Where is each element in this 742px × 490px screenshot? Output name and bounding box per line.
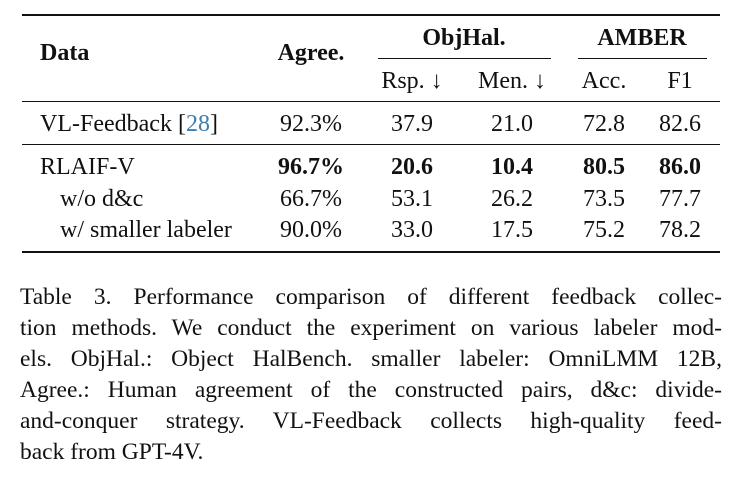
amber-group-rule — [578, 58, 707, 59]
caption-line: Agree.: Human agreement of the construct… — [20, 377, 722, 403]
caption-line: and-conquer strategy. VL-Feedback collec… — [20, 408, 722, 434]
cell-acc: 73.5 — [583, 186, 625, 212]
header-rule — [22, 101, 720, 102]
caption-line: back from GPT-4V. — [20, 439, 204, 465]
cell-acc: 80.5 — [583, 154, 625, 180]
row-name-smaller-labeler: w/ smaller labeler — [60, 217, 232, 243]
cell-men: 26.2 — [491, 186, 533, 212]
mid-rule — [22, 144, 720, 145]
cell-agree: 92.3% — [280, 111, 342, 137]
cell-men: 21.0 — [491, 111, 533, 137]
row-name-wo-dc: w/o d&c — [60, 186, 144, 212]
row-name-rlaif-v: RLAIF-V — [40, 154, 135, 180]
caption-line: Table 3. Performance comparison of diffe… — [20, 284, 722, 310]
caption-line: tion methods. We conduct the experiment … — [20, 315, 722, 341]
row-name-vl-feedback: VL-Feedback [28] — [40, 111, 218, 137]
cell-agree: 96.7% — [278, 154, 344, 180]
header-data: Data — [40, 40, 90, 66]
cell-f1: 86.0 — [659, 154, 701, 180]
header-acc: Acc. — [581, 68, 627, 94]
top-rule — [22, 14, 720, 16]
citation-link[interactable]: 28 — [185, 111, 210, 137]
cell-f1: 82.6 — [659, 111, 701, 137]
header-men: Men. ↓ — [478, 68, 546, 94]
cell-acc: 75.2 — [583, 217, 625, 243]
cell-men: 10.4 — [491, 154, 533, 180]
bottom-rule — [22, 251, 720, 253]
cell-rsp: 20.6 — [391, 154, 433, 180]
row-name: VL-Feedback — [40, 111, 172, 137]
header-rsp: Rsp. ↓ — [381, 68, 443, 94]
cell-men: 17.5 — [491, 217, 533, 243]
cell-rsp: 53.1 — [391, 186, 433, 212]
cell-agree: 66.7% — [280, 186, 342, 212]
cell-rsp: 33.0 — [391, 217, 433, 243]
cell-f1: 77.7 — [659, 186, 701, 212]
header-amber: AMBER — [597, 25, 687, 51]
cell-acc: 72.8 — [583, 111, 625, 137]
caption-line: els. ObjHal.: Object HalBench. smaller l… — [20, 346, 722, 372]
table-caption: Table 3. Performance comparison of diffe… — [20, 282, 722, 468]
header-objhal: ObjHal. — [422, 25, 506, 51]
objhal-group-rule — [378, 58, 551, 59]
cell-agree: 90.0% — [280, 217, 342, 243]
cell-f1: 78.2 — [659, 217, 701, 243]
cell-rsp: 37.9 — [391, 111, 433, 137]
header-f1: F1 — [667, 68, 693, 94]
header-agree: Agree. — [277, 40, 345, 66]
